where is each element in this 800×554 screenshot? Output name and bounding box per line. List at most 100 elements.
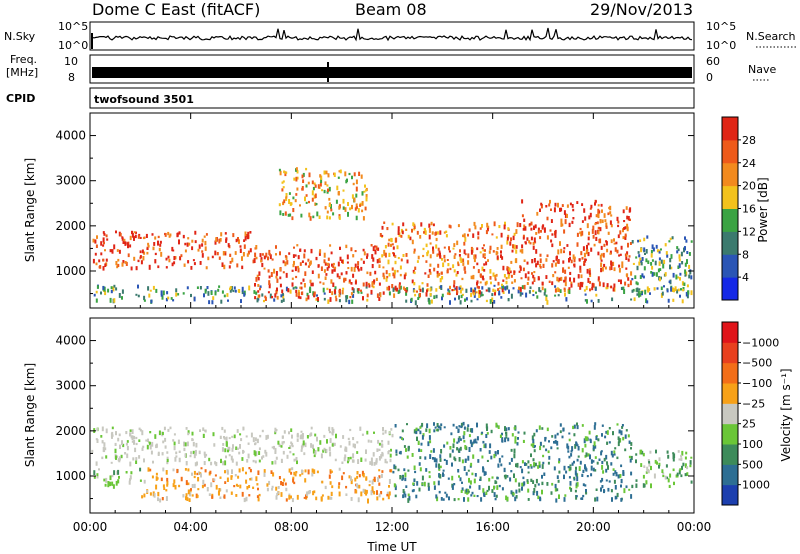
data-cell — [509, 270, 512, 274]
data-cell — [469, 428, 472, 432]
data-cell — [581, 282, 584, 288]
data-cell — [606, 248, 609, 253]
data-cell — [624, 434, 627, 439]
data-cell — [517, 431, 520, 434]
data-cell — [479, 227, 482, 230]
data-cell — [185, 427, 188, 430]
data-cell — [660, 259, 663, 264]
data-cell — [255, 291, 258, 295]
data-cell — [273, 298, 276, 302]
data-cell — [274, 293, 277, 298]
data-cell — [559, 241, 561, 246]
data-cell — [602, 470, 605, 474]
data-cell — [545, 205, 548, 208]
data-cell — [190, 488, 192, 491]
data-cell — [432, 457, 434, 460]
data-cell — [334, 458, 337, 462]
data-cell — [457, 428, 460, 433]
data-cell — [646, 466, 649, 471]
data-cell — [685, 451, 688, 455]
data-cell — [497, 463, 500, 468]
data-cell — [228, 265, 231, 269]
data-cell — [523, 224, 526, 230]
data-cell — [448, 250, 451, 253]
data-cell — [527, 488, 530, 493]
data-cell — [628, 255, 631, 258]
data-cell — [237, 237, 239, 242]
data-cell — [592, 234, 595, 239]
data-cell — [481, 275, 484, 280]
data-cell — [286, 454, 289, 459]
data-cell — [421, 475, 424, 481]
data-cell — [522, 267, 525, 272]
data-cell — [344, 207, 347, 212]
data-cell — [640, 449, 643, 453]
data-cell — [503, 274, 506, 278]
data-cell — [535, 291, 537, 294]
data-cell — [223, 437, 226, 440]
data-cell — [476, 495, 479, 498]
data-cell — [365, 196, 368, 202]
colorbar-tick-label: 4 — [742, 271, 749, 284]
data-cell — [110, 461, 113, 464]
data-cell — [690, 275, 693, 280]
data-cell — [304, 262, 307, 266]
data-cell — [477, 269, 480, 274]
data-cell — [234, 289, 237, 293]
data-cell — [473, 221, 476, 226]
data-cell — [459, 446, 462, 451]
data-cell — [671, 287, 674, 292]
data-cell — [489, 299, 492, 304]
data-cell — [325, 170, 328, 175]
data-cell — [353, 267, 356, 272]
data-cell — [356, 441, 359, 444]
data-cell — [288, 252, 291, 255]
data-cell — [455, 286, 458, 291]
data-cell — [129, 235, 132, 241]
data-cell — [570, 283, 573, 288]
data-cell — [556, 447, 559, 450]
data-cell — [231, 469, 233, 474]
data-cell — [364, 458, 367, 462]
data-cell — [366, 256, 368, 259]
data-cell — [421, 282, 424, 285]
data-cell — [399, 285, 402, 290]
data-cell — [327, 188, 329, 192]
data-cell — [639, 293, 642, 297]
data-cell — [189, 455, 192, 458]
data-cell — [373, 279, 376, 283]
data-cell — [458, 475, 460, 478]
data-cell — [397, 226, 400, 232]
data-cell — [250, 477, 253, 481]
data-cell — [576, 242, 579, 247]
data-cell — [401, 437, 404, 440]
data-cell — [382, 427, 384, 432]
data-cell — [459, 300, 462, 305]
data-cell — [219, 496, 222, 499]
data-cell — [180, 254, 183, 258]
data-cell — [458, 295, 460, 300]
data-cell — [488, 477, 491, 482]
data-cell — [357, 265, 359, 270]
data-cell — [513, 270, 516, 274]
data-cell — [463, 426, 466, 430]
data-cell — [245, 496, 248, 502]
data-cell — [485, 230, 488, 235]
data-cell — [294, 266, 297, 272]
data-cell — [356, 471, 359, 475]
data-cell — [443, 259, 446, 263]
data-cell — [453, 288, 455, 291]
data-cell — [494, 278, 497, 281]
data-cell — [183, 263, 186, 267]
data-cell — [225, 455, 227, 459]
data-cell — [592, 444, 595, 450]
velocity-colorbar-label: Velocity [m s⁻¹] — [779, 368, 793, 461]
data-cell — [461, 277, 464, 281]
data-cell — [471, 491, 474, 495]
data-cell — [647, 459, 650, 462]
data-cell — [666, 289, 669, 293]
data-cell — [354, 250, 357, 253]
data-cell — [623, 220, 626, 223]
data-cell — [227, 243, 230, 247]
